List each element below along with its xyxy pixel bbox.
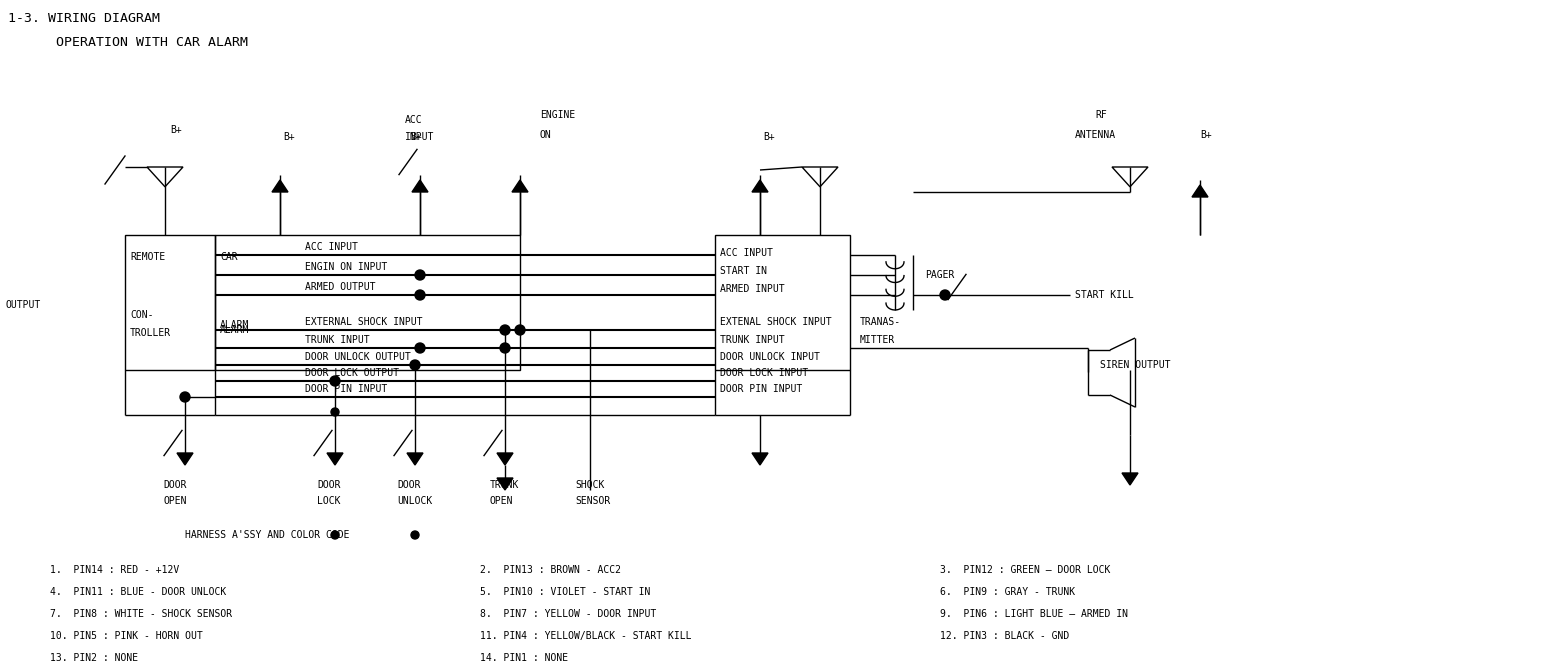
Text: SENSOR: SENSOR <box>575 496 610 506</box>
Text: 14. PIN1 : NONE: 14. PIN1 : NONE <box>480 653 568 663</box>
Text: LOCK: LOCK <box>317 496 340 506</box>
Text: ACC INPUT: ACC INPUT <box>721 248 773 258</box>
Circle shape <box>415 290 426 300</box>
Text: 4.  PIN11 : BLUE - DOOR UNLOCK: 4. PIN11 : BLUE - DOOR UNLOCK <box>50 587 227 597</box>
Text: 11. PIN4 : YELLOW/BLACK - START KILL: 11. PIN4 : YELLOW/BLACK - START KILL <box>480 631 691 641</box>
Text: 8.  PIN7 : YELLOW - DOOR INPUT: 8. PIN7 : YELLOW - DOOR INPUT <box>480 609 657 619</box>
Text: TRUNK INPUT: TRUNK INPUT <box>304 335 370 345</box>
Circle shape <box>329 376 340 386</box>
Text: RF: RF <box>1095 110 1107 120</box>
Text: B+: B+ <box>169 125 182 135</box>
Text: EXTERNAL SHOCK INPUT: EXTERNAL SHOCK INPUT <box>304 317 422 327</box>
Text: OPEN: OPEN <box>491 496 514 506</box>
Bar <box>214 235 520 370</box>
Text: B+: B+ <box>283 132 295 142</box>
Text: B+: B+ <box>410 132 422 142</box>
Text: ACC: ACC <box>405 115 422 125</box>
Text: DOOR LOCK INPUT: DOOR LOCK INPUT <box>721 368 808 378</box>
Text: 9.  PIN6 : LIGHT BLUE – ARMED IN: 9. PIN6 : LIGHT BLUE – ARMED IN <box>940 609 1127 619</box>
Text: OUTPUT: OUTPUT <box>5 300 40 310</box>
Text: ENGINE: ENGINE <box>540 110 575 120</box>
Text: 10. PIN5 : PINK - HORN OUT: 10. PIN5 : PINK - HORN OUT <box>50 631 203 641</box>
Text: ARMED OUTPUT: ARMED OUTPUT <box>304 282 376 292</box>
Text: ENGIN ON INPUT: ENGIN ON INPUT <box>304 262 387 272</box>
Text: CON-: CON- <box>130 310 154 320</box>
Text: OPEN: OPEN <box>163 496 186 506</box>
Text: TROLLER: TROLLER <box>130 328 171 338</box>
Bar <box>124 235 214 370</box>
Circle shape <box>500 343 509 353</box>
Polygon shape <box>412 180 429 192</box>
Circle shape <box>500 325 509 335</box>
Polygon shape <box>752 453 769 465</box>
Text: START KILL: START KILL <box>1075 290 1134 300</box>
Text: DOOR: DOOR <box>163 480 186 490</box>
Text: DOOR UNLOCK OUTPUT: DOOR UNLOCK OUTPUT <box>304 352 410 362</box>
Text: B+: B+ <box>763 132 775 142</box>
Polygon shape <box>1193 185 1208 197</box>
Text: 13. PIN2 : NONE: 13. PIN2 : NONE <box>50 653 138 663</box>
Text: DOOR: DOOR <box>317 480 340 490</box>
Circle shape <box>412 531 419 539</box>
Polygon shape <box>512 180 528 192</box>
Text: INPUT: INPUT <box>405 132 435 142</box>
Circle shape <box>940 290 950 300</box>
Text: PAGER: PAGER <box>926 270 955 280</box>
Text: 5.  PIN10 : VIOLET - START IN: 5. PIN10 : VIOLET - START IN <box>480 587 651 597</box>
Polygon shape <box>272 180 287 192</box>
Text: DOOR: DOOR <box>398 480 421 490</box>
Text: 12. PIN3 : BLACK - GND: 12. PIN3 : BLACK - GND <box>940 631 1070 641</box>
Circle shape <box>415 270 426 280</box>
Text: HARNESS A'SSY AND COLOR CODE: HARNESS A'SSY AND COLOR CODE <box>185 530 349 540</box>
Polygon shape <box>497 478 512 490</box>
Text: 7.  PIN8 : WHITE - SHOCK SENSOR: 7. PIN8 : WHITE - SHOCK SENSOR <box>50 609 231 619</box>
Text: TRUNK INPUT: TRUNK INPUT <box>721 335 784 345</box>
Text: DOOR LOCK OUTPUT: DOOR LOCK OUTPUT <box>304 368 399 378</box>
Circle shape <box>410 360 419 370</box>
Text: ALARM: ALARM <box>221 320 250 330</box>
Text: 3.  PIN12 : GREEN – DOOR LOCK: 3. PIN12 : GREEN – DOOR LOCK <box>940 565 1110 575</box>
Circle shape <box>331 408 339 416</box>
Text: ON: ON <box>540 130 551 140</box>
Bar <box>714 235 849 370</box>
Circle shape <box>516 325 525 335</box>
Text: B+: B+ <box>1200 130 1211 140</box>
Text: ACC INPUT: ACC INPUT <box>304 242 357 252</box>
Text: SHOCK: SHOCK <box>575 480 604 490</box>
Text: SIREN OUTPUT: SIREN OUTPUT <box>1100 360 1171 370</box>
Text: ANTENNA: ANTENNA <box>1075 130 1117 140</box>
Text: MITTER: MITTER <box>860 335 895 345</box>
Text: 1-3. WIRING DIAGRAM: 1-3. WIRING DIAGRAM <box>8 11 160 25</box>
Text: 1.  PIN14 : RED - +12V: 1. PIN14 : RED - +12V <box>50 565 179 575</box>
Circle shape <box>331 531 339 539</box>
Text: OPERATION WITH CAR ALARM: OPERATION WITH CAR ALARM <box>8 35 248 48</box>
Text: ARMED INPUT: ARMED INPUT <box>721 284 784 294</box>
Text: UNLOCK: UNLOCK <box>398 496 432 506</box>
Text: CAR: CAR <box>221 252 238 262</box>
Text: EXTENAL SHOCK INPUT: EXTENAL SHOCK INPUT <box>721 317 831 327</box>
Circle shape <box>180 392 189 402</box>
Polygon shape <box>497 453 512 465</box>
Polygon shape <box>752 180 769 192</box>
Text: 6.  PIN9 : GRAY - TRUNK: 6. PIN9 : GRAY - TRUNK <box>940 587 1075 597</box>
Polygon shape <box>328 453 343 465</box>
Text: DOOR PIN INPUT: DOOR PIN INPUT <box>721 384 803 394</box>
Polygon shape <box>177 453 193 465</box>
Text: DOOR PIN INPUT: DOOR PIN INPUT <box>304 384 387 394</box>
Text: REMOTE: REMOTE <box>130 252 165 262</box>
Text: 2.  PIN13 : BROWN - ACC2: 2. PIN13 : BROWN - ACC2 <box>480 565 621 575</box>
Text: DOOR UNLOCK INPUT: DOOR UNLOCK INPUT <box>721 352 820 362</box>
Text: TRUNK: TRUNK <box>491 480 519 490</box>
Polygon shape <box>407 453 422 465</box>
Text: ALARM: ALARM <box>221 325 250 335</box>
Polygon shape <box>1121 473 1138 485</box>
Text: TRANAS-: TRANAS- <box>860 317 901 327</box>
Circle shape <box>415 343 426 353</box>
Text: START IN: START IN <box>721 266 767 276</box>
